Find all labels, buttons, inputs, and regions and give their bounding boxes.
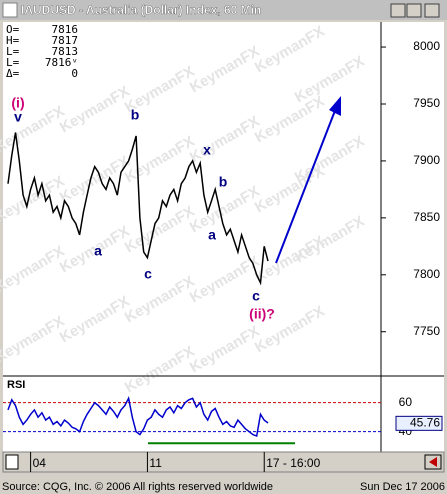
window-title: IAUDUSD - Australia (Dollar) Index, 60 M… <box>21 3 261 17</box>
last-value-label: 45.76 <box>410 416 440 430</box>
close-button[interactable] <box>424 3 440 18</box>
info-value: 7817 <box>52 34 79 47</box>
y-tick-label: 7850 <box>413 210 440 224</box>
wave-label: v <box>14 109 22 125</box>
wave-label: b <box>219 174 228 190</box>
info-value: 7816ᵛ <box>45 56 78 69</box>
minimize-button[interactable] <box>390 3 406 18</box>
info-value: 7813 <box>52 45 79 58</box>
wave-label: (i) <box>11 95 24 111</box>
wave-label: c <box>144 266 152 282</box>
wave-label: c <box>252 288 260 304</box>
wave-label: a <box>94 243 102 259</box>
info-value: 7816 <box>52 23 79 36</box>
info-key: O= <box>6 23 20 36</box>
maximize-button[interactable] <box>406 3 422 18</box>
scroll-thumb[interactable] <box>5 454 19 470</box>
wave-label: x <box>203 142 211 158</box>
scrollbar[interactable] <box>2 451 445 473</box>
x-tick-label: 11 <box>149 456 162 470</box>
y-tick-label: 7800 <box>413 267 440 281</box>
arrow-head <box>329 96 341 116</box>
footer-date: Sun Dec 17 2006 <box>360 481 445 493</box>
rsi-tick-label: 60 <box>399 395 413 409</box>
price-line <box>7 132 269 286</box>
footer-source: Source: CQG, Inc. © 2006 All rights rese… <box>2 481 273 493</box>
y-tick-label: 7950 <box>413 96 440 110</box>
wave-label: b <box>131 107 140 123</box>
window-icon <box>2 2 18 18</box>
y-tick-label: 7900 <box>413 153 440 167</box>
info-key: L= <box>6 56 20 69</box>
y-tick-label: 8000 <box>413 39 440 53</box>
info-key: L= <box>6 45 20 58</box>
projection-arrow <box>275 107 337 264</box>
rsi-line <box>7 396 269 438</box>
last-value-box <box>395 415 443 431</box>
info-value: 0 <box>71 67 78 80</box>
x-tick-label: 17 - 16:00 <box>266 456 320 470</box>
rsi-label: RSI <box>7 379 25 391</box>
info-key: Δ= <box>6 67 20 80</box>
scroll-arrow-icon <box>429 457 437 467</box>
y-tick-label: 7750 <box>413 324 440 338</box>
title-bar <box>0 0 447 20</box>
x-tick-label: 04 <box>33 456 47 470</box>
wave-label: a <box>208 227 216 243</box>
plot-background <box>3 22 444 452</box>
info-key: H= <box>6 34 20 47</box>
wave-label: (ii)? <box>249 306 275 322</box>
